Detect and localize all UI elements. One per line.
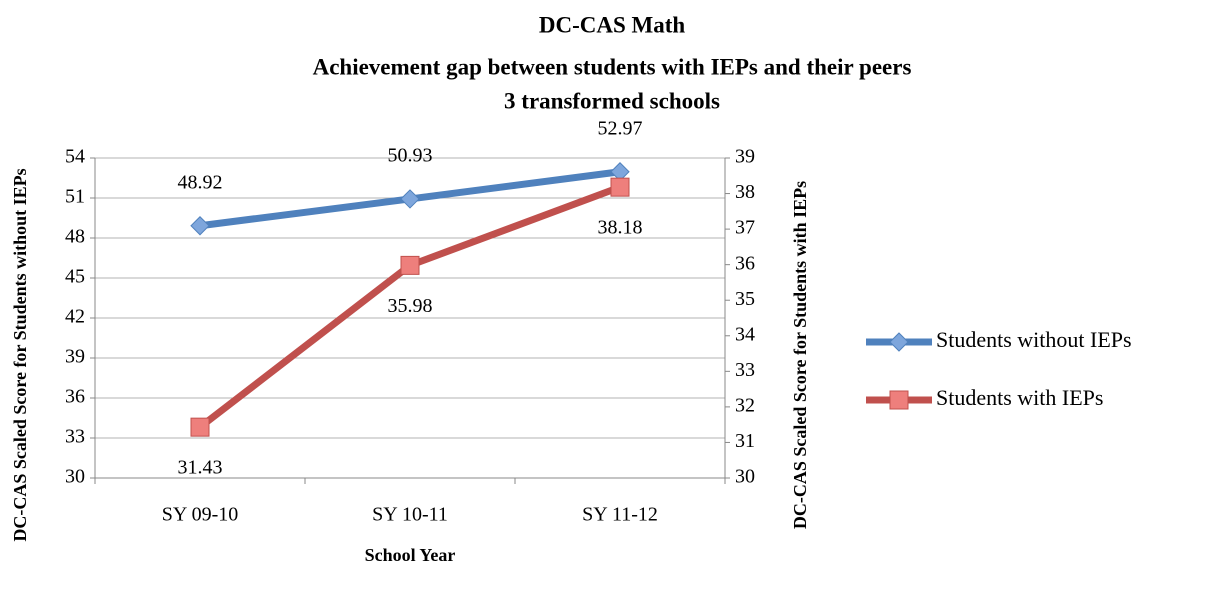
- y2-tick-label: 31: [735, 430, 755, 452]
- data-label: 48.92: [178, 171, 223, 193]
- y2-tick-label: 32: [735, 394, 755, 416]
- chart-title: DC-CAS Math: [539, 12, 686, 37]
- y-tick-label: 54: [65, 146, 85, 168]
- y-tick-label: 45: [65, 266, 85, 288]
- y2-tick-label: 35: [735, 288, 755, 310]
- y2-tick-label: 33: [735, 359, 755, 381]
- y-tick-label: 36: [65, 386, 85, 408]
- legend-label: Students with IEPs: [936, 385, 1103, 410]
- data-label: 31.43: [178, 457, 223, 479]
- marker: [610, 177, 630, 197]
- y2-tick-label: 39: [735, 146, 755, 168]
- chart-subtitle: 3 transformed schools: [504, 88, 720, 113]
- y2-tick-label: 34: [735, 323, 755, 345]
- data-label: 35.98: [388, 295, 433, 317]
- data-label: 38.18: [598, 217, 643, 239]
- legend-marker: [889, 390, 909, 410]
- x-tick-label: SY 11-12: [582, 504, 658, 526]
- y-tick-label: 30: [65, 466, 85, 488]
- legend-label: Students without IEPs: [936, 327, 1132, 352]
- y-tick-label: 33: [65, 426, 85, 448]
- y2-tick-label: 30: [735, 466, 755, 488]
- y2-tick-label: 36: [735, 252, 755, 274]
- y2-tick-label: 38: [735, 181, 755, 203]
- legend-marker: [889, 332, 909, 352]
- x-axis-title: School Year: [365, 545, 456, 565]
- marker: [400, 189, 420, 209]
- y-tick-label: 42: [65, 306, 85, 328]
- chart-subtitle: Achievement gap between students with IE…: [313, 54, 912, 79]
- marker: [400, 255, 420, 275]
- marker: [190, 216, 210, 236]
- data-label: 52.97: [598, 117, 643, 139]
- y2-tick-label: 37: [735, 217, 755, 239]
- x-tick-label: SY 10-11: [372, 504, 448, 526]
- y2-axis-title: DC-CAS Scaled Score for Students with IE…: [790, 181, 810, 529]
- x-tick-label: SY 09-10: [162, 504, 238, 526]
- y-tick-label: 39: [65, 346, 85, 368]
- y-tick-label: 48: [65, 226, 85, 248]
- y-tick-label: 51: [65, 186, 85, 208]
- data-label: 50.93: [388, 145, 433, 167]
- marker: [190, 417, 210, 437]
- y-axis-title: DC-CAS Scaled Score for Students without…: [10, 168, 30, 541]
